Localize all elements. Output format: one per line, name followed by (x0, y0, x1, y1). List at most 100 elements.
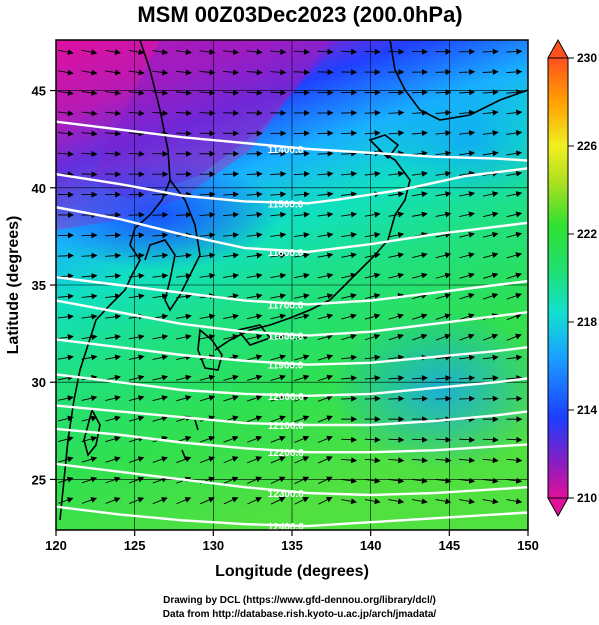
wind-arrow (411, 477, 428, 484)
cyan-north (380, 80, 528, 200)
wind-arrow (81, 110, 98, 117)
wind-arrow (128, 69, 145, 76)
contour-label: 11500.0 (268, 199, 304, 210)
wind-arrow (506, 395, 523, 402)
wind-arrow (317, 48, 334, 55)
wind-arrow (270, 232, 287, 239)
wind-arrow (506, 150, 523, 157)
wind-arrow (506, 252, 523, 259)
wind-arrow (459, 395, 476, 402)
wind-arrow (294, 456, 310, 464)
wind-arrow (199, 232, 216, 239)
wind-arrow (482, 272, 499, 279)
wind-arrow (341, 457, 358, 464)
wind-arrow (294, 476, 310, 484)
wind-arrow (270, 497, 286, 505)
wind-arrow (270, 171, 287, 178)
wind-arrow (411, 436, 428, 443)
wind-arrow (199, 69, 216, 76)
wind-arrow (341, 170, 358, 177)
wind-arrow (223, 89, 240, 96)
ryukyu-1 (194, 419, 199, 431)
wind-arrow (105, 476, 121, 484)
wind-arrow (294, 415, 310, 423)
wind-arrow (81, 252, 98, 259)
x-tick-label: 125 (124, 538, 146, 553)
wind-arrow (199, 334, 216, 340)
wind-arrow (270, 89, 287, 96)
wind-arrow (270, 293, 287, 300)
wind-arrow (246, 48, 263, 55)
wind-arrow (459, 436, 476, 443)
wind-arrow (482, 375, 499, 382)
colorbar-tick-label: 214 (577, 403, 597, 417)
wind-arrow (293, 232, 310, 239)
wind-arrow (128, 293, 145, 300)
wind-arrow (152, 252, 169, 259)
wind-arrow (459, 130, 476, 137)
wind-arrow (293, 191, 310, 198)
wind-arrow (341, 48, 358, 55)
wind-arrow (105, 130, 122, 137)
wind-arrow (81, 150, 98, 157)
wind-arrow (294, 374, 310, 382)
contour-label: 11800.0 (268, 332, 304, 343)
wind-arrow (105, 415, 121, 422)
wind-arrow (388, 477, 405, 484)
wind-arrow (364, 293, 381, 300)
wind-arrow (482, 436, 499, 443)
colorbar-tick-label: 210 (577, 491, 597, 505)
wind-arrow (105, 395, 121, 402)
wind-arrow (341, 293, 357, 299)
wind-arrow (364, 395, 381, 402)
wind-arrow (459, 211, 475, 218)
wind-arrow (364, 252, 381, 259)
wind-arrow (57, 252, 74, 259)
wind-arrow (293, 252, 310, 259)
wind-arrow (105, 49, 122, 56)
contour-line (56, 404, 528, 427)
wind-arrow (435, 191, 452, 198)
wind-arrow (459, 89, 476, 96)
wind-arrow (57, 49, 74, 56)
kyushu-coastline (197, 328, 223, 371)
wind-arrow (388, 252, 405, 259)
wind-arrow (105, 273, 122, 280)
contour-line (56, 373, 528, 398)
wind-arrow (506, 375, 523, 382)
wind-arrow (435, 436, 452, 443)
wind-arrow (293, 69, 310, 76)
wind-arrow (270, 354, 287, 361)
wind-arrow (435, 130, 452, 137)
wind-arrow (175, 272, 192, 279)
x-axis-label: Longitude (degrees) (215, 563, 369, 580)
contour-line (56, 462, 528, 497)
hokkaido-coastline (368, 134, 400, 160)
wind-arrow (176, 374, 192, 381)
wind-arrow (152, 456, 168, 463)
wind-arrow (129, 476, 145, 484)
y-tick-label: 30 (32, 375, 46, 390)
credit-data: Data from http://database.rish.kyoto-u.a… (162, 609, 437, 620)
wind-arrow (341, 375, 358, 382)
wind-arrow (246, 89, 263, 96)
wind-arrow (506, 333, 522, 341)
x-tick-label: 140 (360, 538, 382, 553)
wind-arrow (223, 171, 240, 178)
map-title: MSM 00Z03Dec2023 (200.0hPa) (137, 2, 462, 27)
wind-arrow (246, 333, 263, 340)
wind-arrow (81, 69, 98, 76)
wind-arrow (412, 252, 428, 259)
wind-arrow (482, 293, 499, 300)
wind-arrow (293, 150, 310, 157)
wind-arrow (223, 374, 239, 381)
wind-arrow (152, 415, 168, 422)
wind-arrow (364, 375, 381, 382)
taiwan-coastline (83, 407, 101, 457)
wind-arrow (411, 395, 428, 402)
wind-arrow (246, 171, 263, 178)
wind-arrow (223, 313, 239, 320)
wind-arrow (199, 48, 216, 55)
honshu-coastline (214, 149, 411, 351)
